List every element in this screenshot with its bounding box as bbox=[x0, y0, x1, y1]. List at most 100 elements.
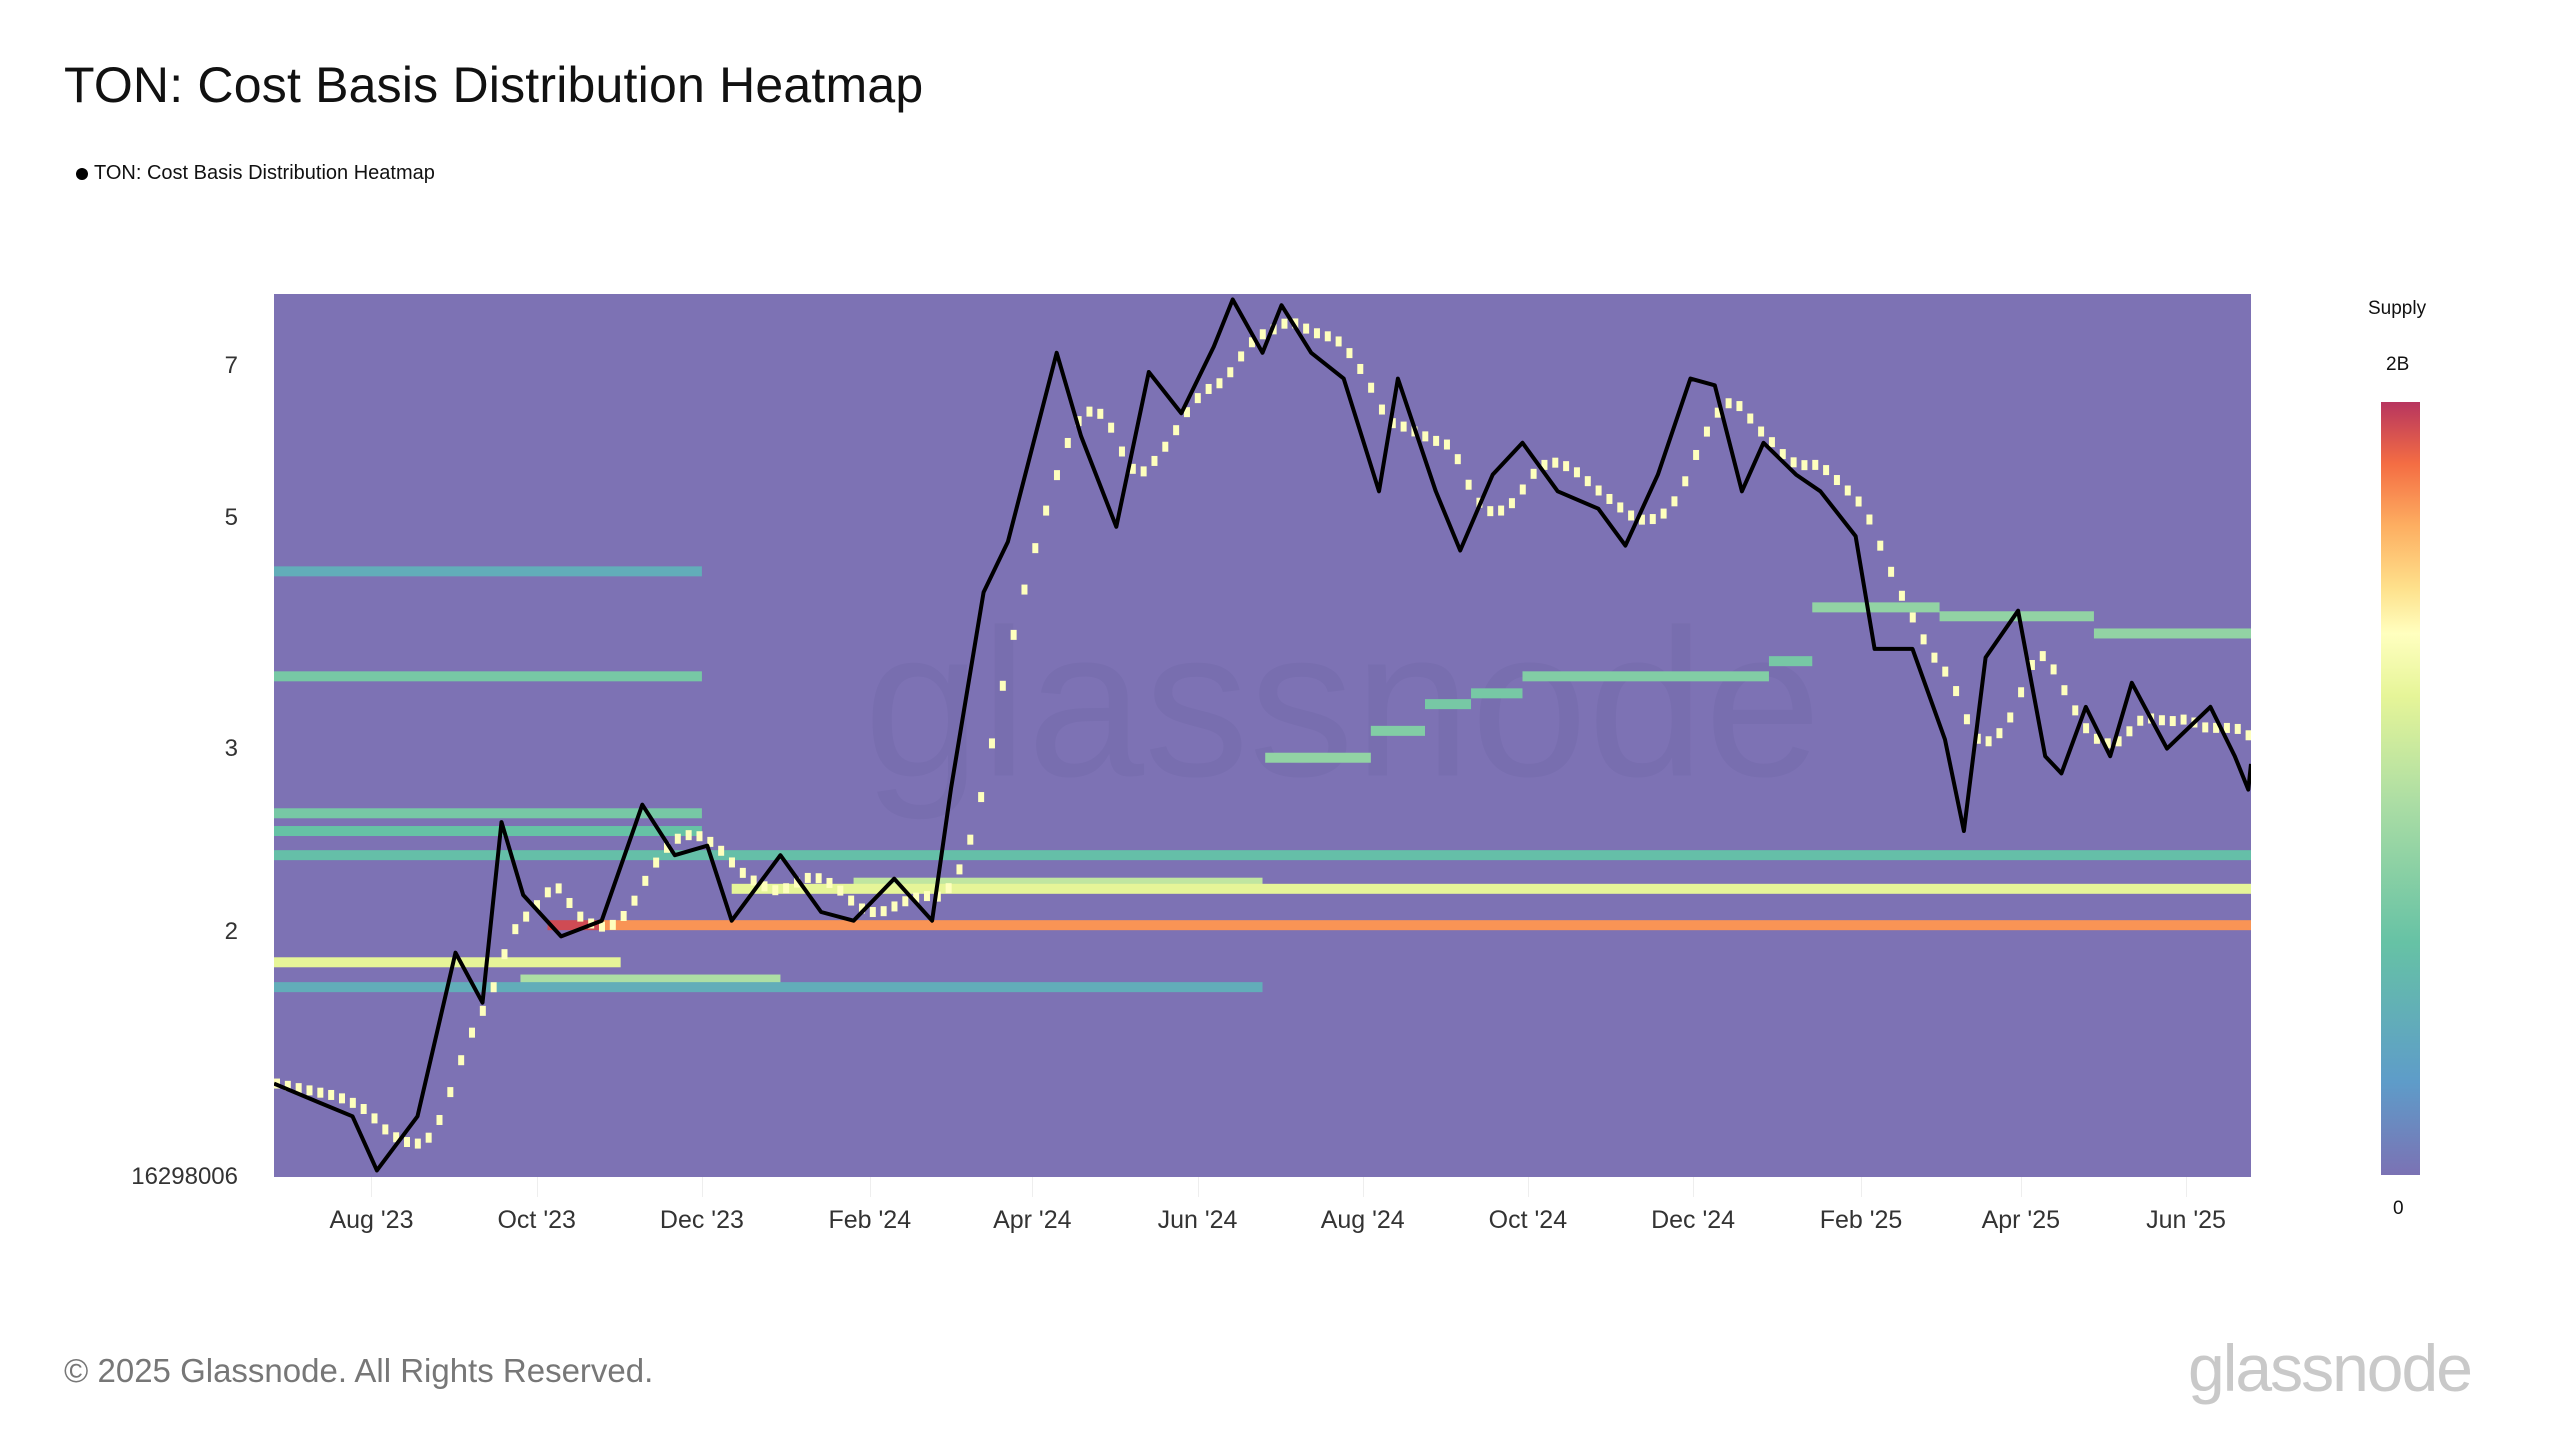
x-tick-mark bbox=[1861, 1177, 1863, 1197]
cost-basis-cell bbox=[598, 921, 605, 932]
cost-basis-cell bbox=[1823, 465, 1830, 476]
cost-basis-cell bbox=[1227, 367, 1234, 378]
heatmap-band bbox=[1939, 611, 2094, 622]
cost-basis-cell bbox=[295, 1083, 302, 1094]
cost-basis-cell bbox=[349, 1097, 356, 1108]
cost-basis-cell bbox=[945, 883, 952, 894]
cost-basis-cell bbox=[837, 885, 844, 896]
cost-basis-cell bbox=[848, 895, 855, 906]
cost-basis-cell bbox=[2104, 738, 2111, 749]
x-tick-mark bbox=[2186, 1177, 2187, 1197]
cost-basis-cell bbox=[1747, 413, 1754, 424]
heatmap-band bbox=[547, 920, 602, 931]
cost-basis-cell bbox=[1584, 476, 1591, 487]
cost-basis-cell bbox=[1216, 378, 1223, 389]
cost-basis-cell bbox=[1996, 728, 2003, 739]
x-tick-label: Oct '23 bbox=[497, 1206, 576, 1234]
x-tick-mark bbox=[1032, 1177, 1034, 1197]
cost-basis-cell bbox=[1281, 318, 1288, 329]
cost-basis-cell bbox=[718, 845, 725, 856]
cost-basis-cell bbox=[988, 738, 995, 749]
cost-basis-cell bbox=[1790, 457, 1797, 468]
heatmap-band bbox=[274, 566, 702, 577]
cost-basis-cell bbox=[1140, 466, 1147, 477]
legend[interactable]: TON: Cost Basis Distribution Heatmap bbox=[76, 162, 435, 185]
cost-basis-cell bbox=[1064, 437, 1071, 448]
cost-basis-cell bbox=[707, 836, 714, 847]
cost-basis-cell bbox=[1682, 476, 1689, 487]
cost-basis-cell bbox=[1736, 401, 1743, 412]
cost-basis-cell bbox=[1953, 686, 1960, 697]
cost-basis-cell bbox=[468, 1027, 475, 1038]
heatmap-band bbox=[1812, 602, 1940, 613]
heatmap-band bbox=[1522, 671, 1769, 682]
cost-basis-cell bbox=[1606, 493, 1613, 504]
cost-basis-cell bbox=[1292, 318, 1299, 329]
cost-basis-cell bbox=[2093, 733, 2100, 744]
cost-basis-cell bbox=[978, 792, 985, 803]
cost-basis-cell bbox=[1812, 459, 1819, 470]
cost-basis-cell bbox=[1552, 457, 1559, 468]
cost-basis-cell bbox=[956, 864, 963, 875]
heatmap-band bbox=[731, 883, 2251, 894]
heatmap-band bbox=[520, 974, 781, 985]
cost-basis-cell bbox=[2158, 715, 2165, 726]
heatmap-band bbox=[1265, 752, 1371, 763]
cost-basis-cell bbox=[1346, 348, 1353, 359]
cost-basis-cell bbox=[1053, 470, 1060, 481]
y-tick-label: 2 bbox=[224, 917, 238, 945]
cost-basis-cell bbox=[1963, 714, 1970, 725]
heatmap-band bbox=[274, 808, 702, 819]
cost-basis-cell bbox=[2245, 730, 2251, 741]
cost-basis-cell bbox=[2223, 722, 2230, 733]
cost-basis-cell bbox=[1010, 629, 1017, 640]
cost-basis-cell bbox=[1021, 584, 1028, 595]
cost-basis-cell bbox=[1032, 543, 1039, 554]
cost-basis-cell bbox=[739, 867, 746, 878]
cost-basis-cell bbox=[1617, 502, 1624, 513]
cost-basis-cell bbox=[2115, 736, 2122, 747]
cost-basis-cell bbox=[371, 1113, 378, 1124]
colorbar-max-label: 2B bbox=[2386, 354, 2410, 375]
cost-basis-cell bbox=[1357, 363, 1364, 374]
cost-basis-cell bbox=[1768, 437, 1775, 448]
cost-basis-cell bbox=[382, 1124, 389, 1135]
colorbar bbox=[2381, 402, 2420, 1175]
cost-basis-cell bbox=[2213, 722, 2220, 733]
cost-basis-cell bbox=[1194, 393, 1201, 404]
cost-basis-cell bbox=[2137, 715, 2144, 726]
cost-basis-cell bbox=[1573, 467, 1580, 478]
x-tick-label: Aug '23 bbox=[329, 1206, 414, 1234]
x-tick-mark bbox=[371, 1177, 373, 1197]
cost-basis-cell bbox=[804, 872, 811, 883]
cost-basis-cell bbox=[1043, 505, 1050, 516]
cost-basis-cell bbox=[1097, 408, 1104, 419]
cost-basis-cell bbox=[2202, 722, 2209, 733]
x-tick-mark bbox=[1362, 1177, 1364, 1197]
cost-basis-cell bbox=[653, 857, 660, 868]
colorbar-title: Supply bbox=[2368, 298, 2427, 319]
cost-basis-cell bbox=[1693, 449, 1700, 460]
heatmap-band bbox=[274, 671, 702, 682]
cost-basis-cell bbox=[923, 891, 930, 902]
cost-basis-cell bbox=[479, 1005, 486, 1016]
cost-basis-cell bbox=[1378, 404, 1385, 415]
legend-dot-icon bbox=[76, 167, 88, 180]
cost-basis-cell bbox=[1389, 418, 1396, 429]
cost-basis-cell bbox=[1454, 454, 1461, 465]
price-line bbox=[274, 297, 2251, 1173]
heatmap-band bbox=[853, 877, 1263, 888]
cost-basis-cell bbox=[1519, 484, 1526, 495]
cost-basis-cell bbox=[2061, 685, 2068, 696]
chart-title: TON: Cost Basis Distribution Heatmap bbox=[64, 57, 924, 113]
cost-basis-cell bbox=[1877, 540, 1884, 551]
cost-basis-cell bbox=[1649, 514, 1656, 525]
heatmap-background bbox=[274, 294, 2251, 1177]
cost-basis-cell bbox=[1162, 441, 1169, 452]
x-tick-label: Oct '24 bbox=[1488, 1206, 1568, 1234]
heatmap-band bbox=[274, 850, 2251, 861]
cost-basis-cell bbox=[609, 919, 616, 930]
cost-basis-cell bbox=[1888, 566, 1895, 577]
cost-basis-cell bbox=[1725, 398, 1732, 409]
heatmap-plot-area[interactable]: glassnode bbox=[274, 294, 2251, 1177]
